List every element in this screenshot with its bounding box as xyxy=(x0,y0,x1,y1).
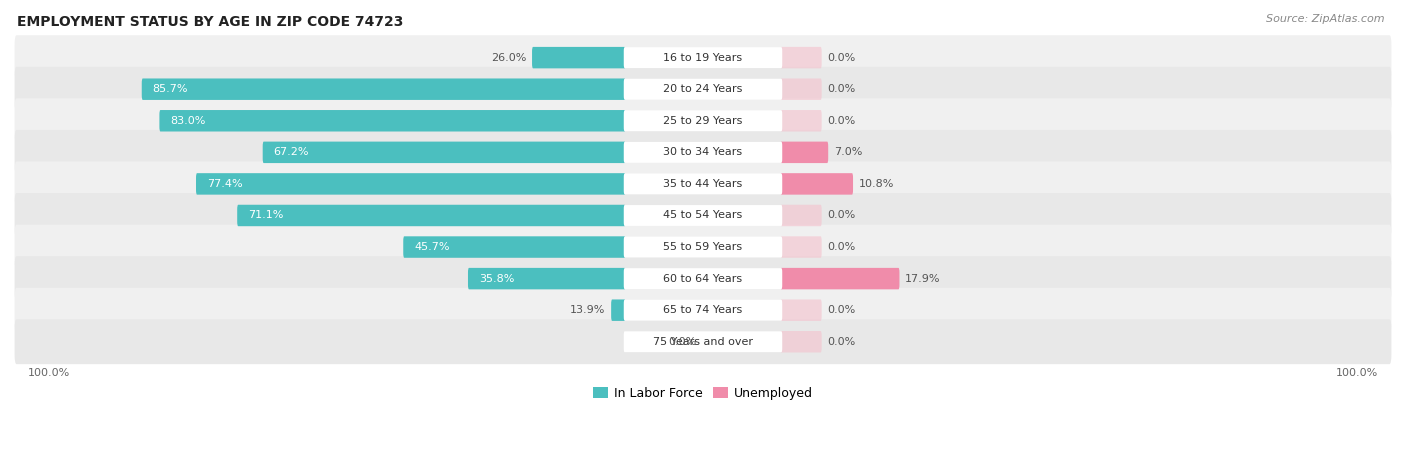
FancyBboxPatch shape xyxy=(624,331,782,352)
FancyBboxPatch shape xyxy=(14,256,1392,301)
Text: 30 to 34 Years: 30 to 34 Years xyxy=(664,147,742,158)
Text: 83.0%: 83.0% xyxy=(170,116,205,126)
Text: 65 to 74 Years: 65 to 74 Years xyxy=(664,305,742,315)
Text: 67.2%: 67.2% xyxy=(274,147,309,158)
Text: 0.0%: 0.0% xyxy=(827,84,855,94)
FancyBboxPatch shape xyxy=(14,99,1392,143)
Text: 26.0%: 26.0% xyxy=(491,53,526,63)
FancyBboxPatch shape xyxy=(780,47,821,68)
FancyBboxPatch shape xyxy=(780,142,828,163)
Text: 25 to 29 Years: 25 to 29 Years xyxy=(664,116,742,126)
Text: 45.7%: 45.7% xyxy=(413,242,450,252)
Text: 0.0%: 0.0% xyxy=(827,116,855,126)
Legend: In Labor Force, Unemployed: In Labor Force, Unemployed xyxy=(588,382,818,405)
FancyBboxPatch shape xyxy=(14,225,1392,270)
FancyBboxPatch shape xyxy=(14,320,1392,364)
Text: 85.7%: 85.7% xyxy=(152,84,188,94)
FancyBboxPatch shape xyxy=(624,237,782,257)
Text: 55 to 59 Years: 55 to 59 Years xyxy=(664,242,742,252)
FancyBboxPatch shape xyxy=(14,162,1392,206)
Text: 20 to 24 Years: 20 to 24 Years xyxy=(664,84,742,94)
FancyBboxPatch shape xyxy=(624,300,782,320)
FancyBboxPatch shape xyxy=(195,173,626,195)
FancyBboxPatch shape xyxy=(14,130,1392,175)
FancyBboxPatch shape xyxy=(14,35,1392,80)
Text: 16 to 19 Years: 16 to 19 Years xyxy=(664,53,742,63)
Text: 17.9%: 17.9% xyxy=(905,274,941,284)
FancyBboxPatch shape xyxy=(14,193,1392,238)
FancyBboxPatch shape xyxy=(142,78,626,100)
FancyBboxPatch shape xyxy=(624,268,782,289)
Text: 71.1%: 71.1% xyxy=(247,211,284,220)
FancyBboxPatch shape xyxy=(14,67,1392,112)
FancyBboxPatch shape xyxy=(780,78,821,100)
Text: 35.8%: 35.8% xyxy=(479,274,515,284)
Text: 75 Years and over: 75 Years and over xyxy=(652,337,754,347)
FancyBboxPatch shape xyxy=(263,142,626,163)
FancyBboxPatch shape xyxy=(624,142,782,163)
Text: 7.0%: 7.0% xyxy=(834,147,862,158)
Text: 77.4%: 77.4% xyxy=(207,179,242,189)
FancyBboxPatch shape xyxy=(468,268,626,289)
Text: 35 to 44 Years: 35 to 44 Years xyxy=(664,179,742,189)
FancyBboxPatch shape xyxy=(531,47,626,68)
FancyBboxPatch shape xyxy=(624,79,782,99)
Text: 13.9%: 13.9% xyxy=(571,305,606,315)
Text: 10.8%: 10.8% xyxy=(859,179,894,189)
Text: 45 to 54 Years: 45 to 54 Years xyxy=(664,211,742,220)
FancyBboxPatch shape xyxy=(780,331,821,352)
Text: Source: ZipAtlas.com: Source: ZipAtlas.com xyxy=(1267,14,1385,23)
Text: EMPLOYMENT STATUS BY AGE IN ZIP CODE 74723: EMPLOYMENT STATUS BY AGE IN ZIP CODE 747… xyxy=(17,15,404,29)
Text: 0.0%: 0.0% xyxy=(827,305,855,315)
FancyBboxPatch shape xyxy=(404,236,626,258)
FancyBboxPatch shape xyxy=(238,205,626,226)
FancyBboxPatch shape xyxy=(14,288,1392,333)
Text: 0.0%: 0.0% xyxy=(827,337,855,347)
FancyBboxPatch shape xyxy=(624,174,782,194)
FancyBboxPatch shape xyxy=(159,110,626,131)
FancyBboxPatch shape xyxy=(780,173,853,195)
Text: 0.0%: 0.0% xyxy=(827,211,855,220)
FancyBboxPatch shape xyxy=(780,110,821,131)
FancyBboxPatch shape xyxy=(780,299,821,321)
Text: 0.0%: 0.0% xyxy=(827,242,855,252)
FancyBboxPatch shape xyxy=(624,110,782,131)
FancyBboxPatch shape xyxy=(780,268,900,289)
FancyBboxPatch shape xyxy=(624,205,782,226)
FancyBboxPatch shape xyxy=(624,47,782,68)
FancyBboxPatch shape xyxy=(612,299,626,321)
Text: 60 to 64 Years: 60 to 64 Years xyxy=(664,274,742,284)
Text: 0.0%: 0.0% xyxy=(827,53,855,63)
FancyBboxPatch shape xyxy=(780,205,821,226)
FancyBboxPatch shape xyxy=(780,236,821,258)
Text: 0.0%: 0.0% xyxy=(668,337,696,347)
